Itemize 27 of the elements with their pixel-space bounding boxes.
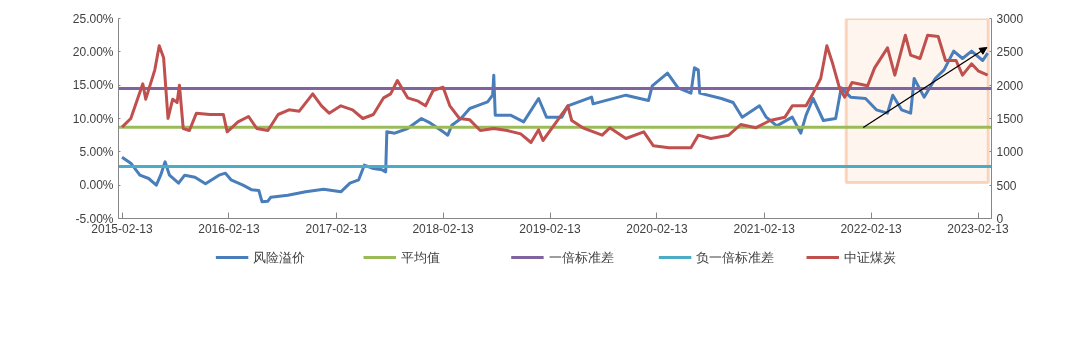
y2-tick-label: 2000 xyxy=(996,78,1024,93)
x-tick-label: 2019-02-13 xyxy=(519,221,582,236)
line-series xyxy=(120,49,990,204)
y2-tick-label: 1500 xyxy=(996,112,1024,126)
y2-tick-label: 500 xyxy=(996,178,1017,193)
y-tick-label: 5.00% xyxy=(79,144,114,159)
x-tick-label: 2016-02-13 xyxy=(198,221,260,236)
legend-label: 中证煤炭 xyxy=(843,250,896,265)
y-tick-label: 0.00% xyxy=(79,178,114,193)
x-tick-label: 2018-02-13 xyxy=(412,221,475,236)
legend-label: 负一倍标准差 xyxy=(696,250,775,265)
x-tick-label: 2017-02-13 xyxy=(305,221,368,236)
y-tick-label: 25.00% xyxy=(72,11,114,26)
legend-label: 平均值 xyxy=(400,250,440,265)
legend-label: 风险溢价 xyxy=(253,250,306,265)
x-tick-label: 2020-02-13 xyxy=(626,221,688,236)
y2-tick-label: 1000 xyxy=(996,145,1024,160)
legend-label: 一倍标准差 xyxy=(548,250,614,265)
y2-tick-label: 3000 xyxy=(996,12,1024,26)
y-tick-label: 15.00% xyxy=(72,78,114,93)
y2-tick-label: 0 xyxy=(996,212,1004,226)
y2-tick-label: 2500 xyxy=(996,45,1024,60)
line-series xyxy=(120,33,990,150)
x-tick-label: 2021-02-13 xyxy=(733,221,796,236)
y-tick-label: 10.00% xyxy=(72,111,114,126)
y-tick-label: 20.00% xyxy=(72,44,114,59)
x-tick-label: 2022-02-13 xyxy=(840,221,903,236)
